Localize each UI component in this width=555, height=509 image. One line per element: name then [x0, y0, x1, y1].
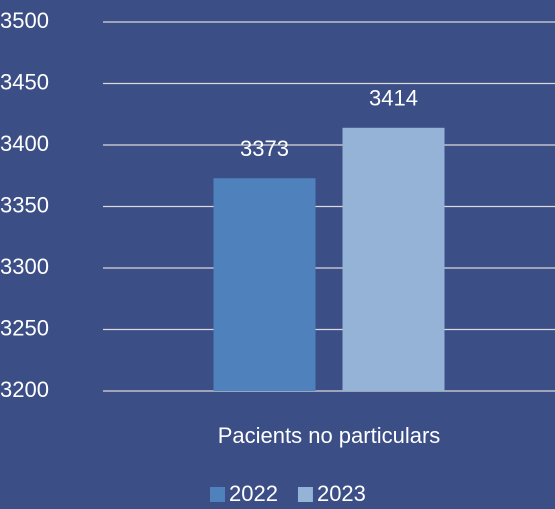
data-label: 3414	[369, 86, 418, 111]
x-tick-label: Pacients no particulars	[218, 423, 441, 448]
y-tick-label: 3500	[0, 8, 49, 33]
legend-swatch	[210, 487, 225, 502]
bar	[342, 127, 445, 391]
y-tick-label: 3350	[0, 192, 49, 217]
legend-swatch	[297, 487, 313, 502]
bar	[213, 178, 316, 391]
legend-label: 2023	[317, 481, 366, 506]
y-tick-label: 3250	[0, 315, 49, 340]
y-tick-label: 3200	[0, 377, 49, 402]
y-tick-label: 3300	[0, 254, 49, 279]
legend-label: 2022	[229, 481, 278, 506]
y-tick-label: 3400	[0, 131, 49, 156]
y-tick-label: 3450	[0, 69, 49, 94]
data-label: 3373	[240, 136, 289, 161]
